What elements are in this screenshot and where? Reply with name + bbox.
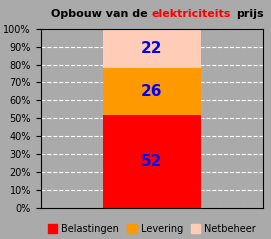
Text: prijs: prijs <box>236 9 263 19</box>
Text: 26: 26 <box>141 84 163 99</box>
Bar <box>103 68 201 115</box>
Legend: Belastingen, Levering, Netbeheer: Belastingen, Levering, Netbeheer <box>44 220 260 238</box>
Text: Opbouw van de: Opbouw van de <box>51 9 152 19</box>
Bar <box>103 29 201 68</box>
Text: 52: 52 <box>141 154 162 169</box>
Bar <box>103 115 201 208</box>
Text: 22: 22 <box>141 41 163 56</box>
Text: elektriciteits: elektriciteits <box>152 9 231 19</box>
